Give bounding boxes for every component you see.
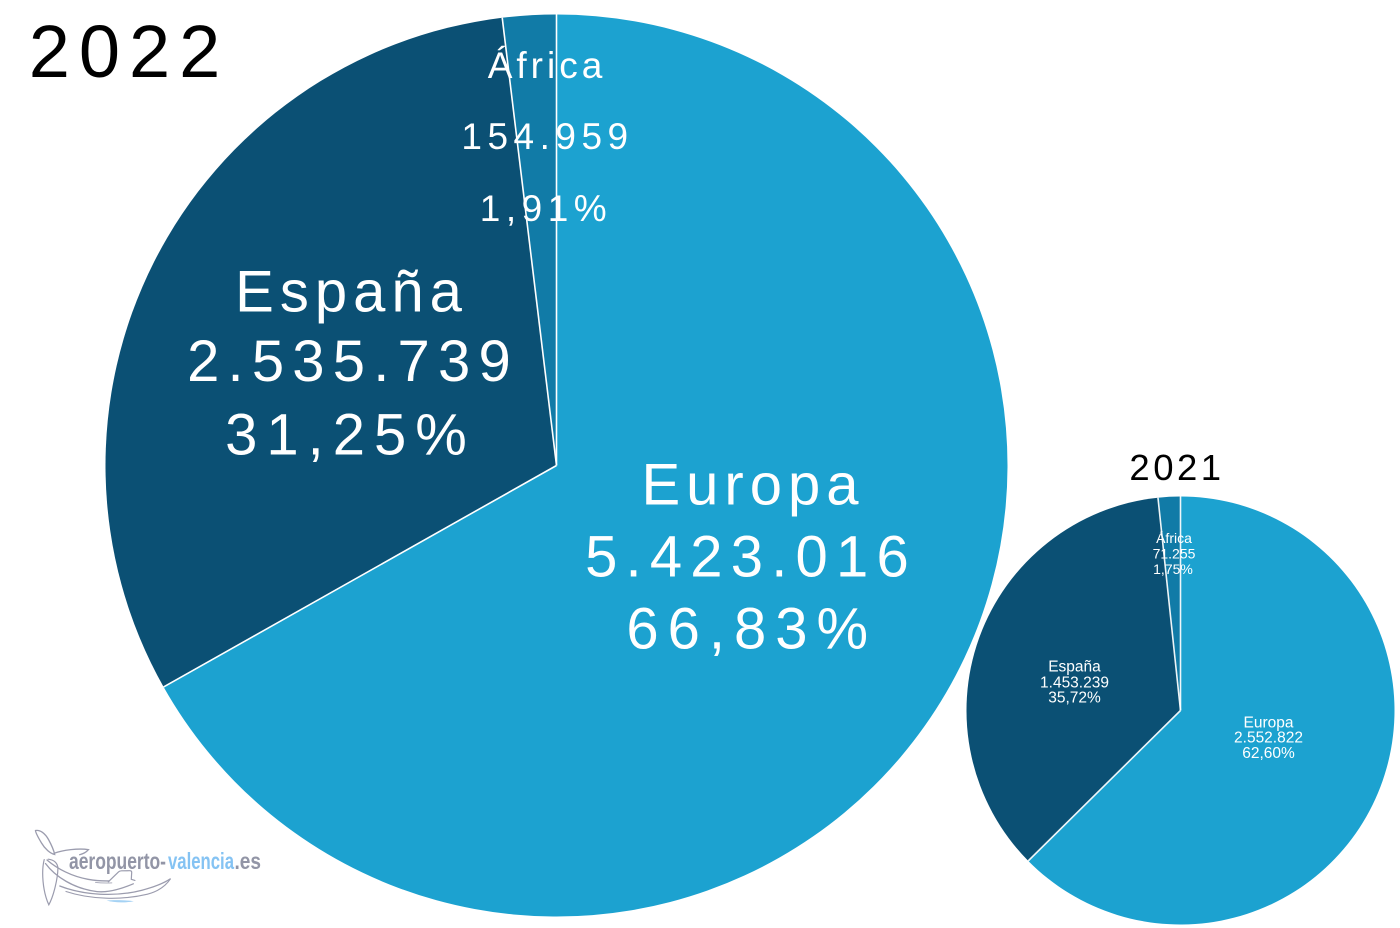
svg-text:35,72%: 35,72% [1048, 690, 1101, 707]
svg-text:62,60%: 62,60% [1242, 745, 1295, 762]
svg-text:71.255: 71.255 [1153, 546, 1196, 562]
svg-text:1,75%: 1,75% [1153, 561, 1193, 577]
svg-text:España: España [235, 260, 468, 325]
svg-text:Europa: Europa [1244, 715, 1294, 732]
svg-text:valencia: valencia [168, 848, 234, 874]
svg-text:aeropuerto-: aeropuerto- [69, 848, 166, 874]
svg-text:Europa: Europa [641, 453, 864, 518]
svg-text:.es: .es [235, 848, 262, 874]
svg-text:31,25%: 31,25% [225, 403, 476, 468]
svg-text:5.423.016: 5.423.016 [585, 525, 917, 590]
svg-text:2.552.822: 2.552.822 [1234, 730, 1303, 747]
svg-text:66,83%: 66,83% [626, 597, 877, 662]
svg-text:1,91%: 1,91% [480, 188, 612, 229]
svg-text:1.453.239: 1.453.239 [1040, 675, 1109, 692]
svg-text:154.959: 154.959 [461, 116, 633, 157]
svg-text:África: África [1156, 530, 1192, 546]
svg-text:2022: 2022 [29, 10, 230, 93]
svg-text:España: España [1048, 659, 1101, 676]
svg-text:2.535.739: 2.535.739 [187, 329, 519, 394]
svg-text:2021: 2021 [1129, 447, 1224, 488]
svg-text:África: África [488, 45, 607, 86]
